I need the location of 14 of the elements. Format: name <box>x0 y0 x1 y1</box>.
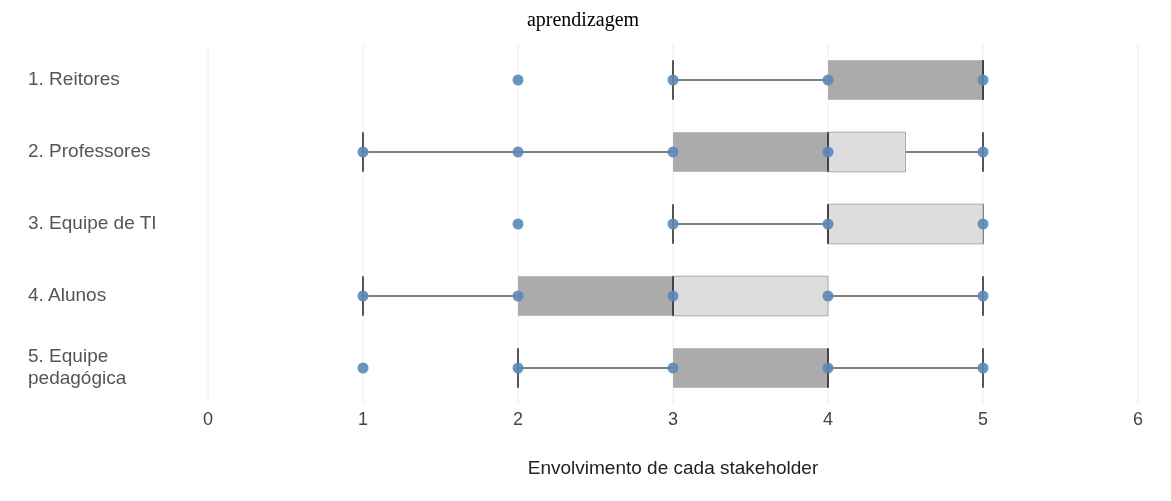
x-tick-label: 5 <box>977 408 989 429</box>
x-tick-label: 0 <box>202 408 214 429</box>
y-tick-label: 2. Professores <box>28 140 151 162</box>
x-tick-label: 4 <box>822 408 834 429</box>
x-tick-label: 6 <box>1132 408 1144 429</box>
chart-title: aprendizagem <box>525 8 641 33</box>
x-tick-label: 2 <box>512 408 524 429</box>
y-tick-label: 3. Equipe de TI <box>28 212 157 234</box>
x-axis-title: Envolvimento de cada stakeholder <box>527 457 819 478</box>
y-tick-label: 4. Alunos <box>28 284 107 306</box>
y-tick-label: 5. Equipe pedagógica <box>28 345 127 389</box>
x-tick-label: 1 <box>357 408 369 429</box>
y-tick-label: 1. Reitores <box>28 68 120 90</box>
x-tick-label: 3 <box>667 408 679 429</box>
